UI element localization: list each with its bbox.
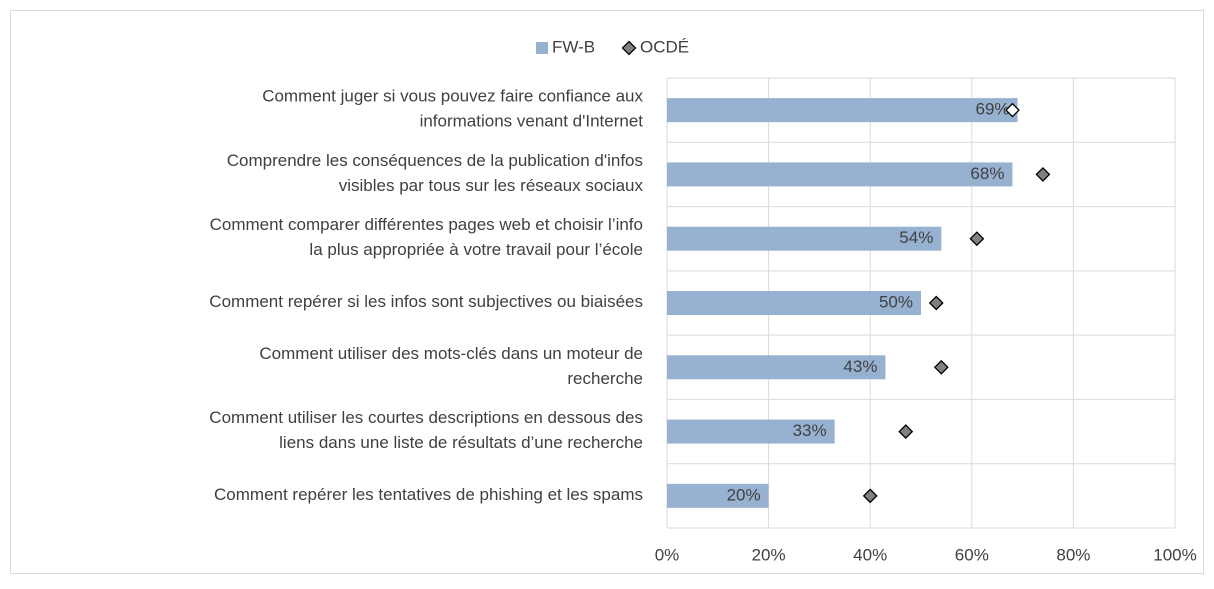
x-tick-label: 0% (655, 545, 680, 564)
data-label: 50% (879, 292, 913, 311)
x-tick-label: 20% (752, 545, 786, 564)
marker (1035, 167, 1051, 182)
data-label: 43% (843, 357, 877, 376)
x-tick-label: 40% (853, 545, 887, 564)
x-tick-label: 60% (955, 545, 989, 564)
bar (667, 483, 769, 508)
x-tick-label: 80% (1056, 545, 1090, 564)
marker (1005, 102, 1020, 118)
bar (667, 291, 921, 315)
label-line: recherche (567, 369, 643, 388)
label-line: Comment juger si vous pouvez faire confi… (262, 87, 643, 106)
x-tick-label: 100% (1153, 545, 1196, 564)
data-label: 20% (727, 485, 761, 504)
label-line: liens dans une liste de résultats d’une … (279, 434, 643, 453)
y-tick-label: Comment utiliser les courtes description… (209, 409, 643, 453)
data-label: 33% (793, 421, 827, 440)
label-line: Comment comparer différentes pages web e… (210, 216, 643, 235)
label-line: informations venant d'Internet (420, 112, 644, 131)
label-line: Comment utiliser les courtes description… (209, 409, 643, 428)
marker (969, 231, 985, 247)
bar (667, 162, 1013, 187)
legend-label: OCDÉ (640, 37, 689, 56)
data-label: 54% (899, 228, 933, 247)
marker (862, 488, 878, 504)
data-label: 69% (975, 100, 1009, 119)
label-line: Comment repérer si les infos sont subjec… (209, 292, 643, 311)
bar (667, 98, 1018, 123)
label-line: Comprendre les conséquences de la public… (227, 151, 643, 170)
y-tick-label: Comment juger si vous pouvez faire confi… (262, 87, 643, 131)
legend-label: FW-B (552, 37, 595, 56)
bar (667, 419, 835, 444)
bar (667, 226, 942, 251)
y-tick-label: Comment utiliser des mots-clés dans un m… (259, 344, 643, 388)
bar (667, 355, 886, 380)
marker (933, 359, 949, 375)
y-tick-label: Comment comparer différentes pages web e… (210, 216, 643, 260)
label-line: visibles par tous sur les réseaux sociau… (339, 176, 644, 195)
y-tick-label: Comment repérer les tentatives de phishi… (214, 485, 643, 504)
legend-swatch (536, 42, 548, 54)
marker (898, 424, 914, 439)
legend-marker (621, 40, 637, 56)
y-tick-label: Comprendre les conséquences de la public… (227, 151, 644, 195)
data-label: 68% (970, 164, 1004, 183)
label-line: la plus appropriée à votre travail pour … (309, 241, 643, 260)
label-line: Comment repérer les tentatives de phishi… (214, 485, 643, 504)
marker (928, 295, 944, 311)
label-line: Comment utiliser des mots-clés dans un m… (259, 344, 643, 363)
y-tick-label: Comment repérer si les infos sont subjec… (209, 292, 643, 311)
